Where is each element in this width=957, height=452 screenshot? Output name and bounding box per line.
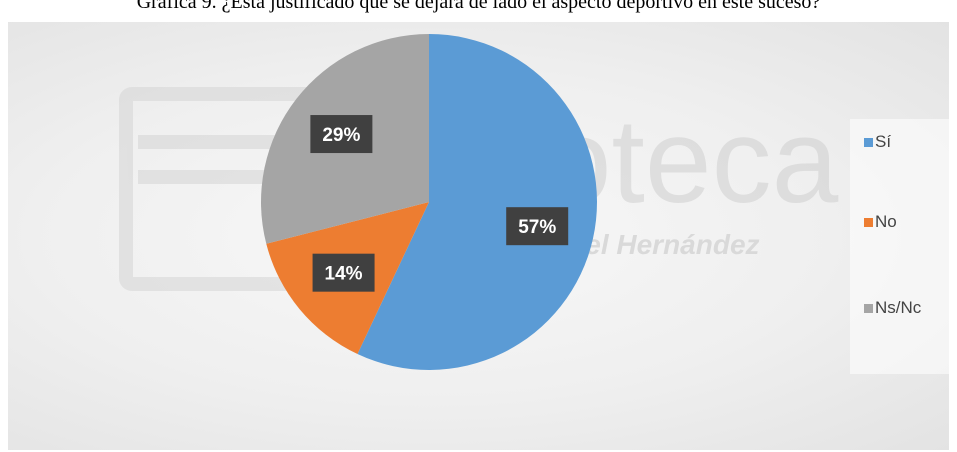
chart-caption: Gráfica 9. ¿Está justificado que se deja…	[0, 0, 957, 40]
data-label-3: 29%	[310, 115, 373, 154]
legend-label-nsnc: Ns/Nc	[875, 298, 922, 317]
legend-swatch-no	[864, 217, 873, 227]
legend-label-si: Sí	[875, 132, 892, 151]
data-label-2: 14%	[312, 253, 375, 292]
data-label-box	[506, 207, 569, 246]
data-label-box	[310, 115, 373, 154]
legend-item-no: No	[864, 210, 897, 234]
chart-area: Biblioteca UNIVERSITAS Miguel Hernández …	[8, 22, 949, 450]
legend-item-si: Sí	[864, 130, 891, 154]
legend-swatch-nsnc	[864, 303, 873, 313]
pie-slice-si	[357, 34, 597, 370]
legend	[850, 119, 949, 374]
pie-chart: 57% 14% 29%	[261, 34, 597, 370]
data-label-text: 29%	[322, 125, 360, 146]
legend-label-no: No	[875, 212, 897, 231]
data-label-1: 57%	[506, 207, 569, 246]
legend-item-nsnc: Ns/Nc	[864, 296, 921, 320]
data-label-text: 57%	[518, 217, 556, 238]
caption-text: Gráfica 9. ¿Está justificado que se deja…	[136, 0, 821, 13]
legend-swatch-si	[864, 137, 873, 147]
data-label-text: 14%	[325, 264, 363, 285]
data-label-box	[312, 253, 375, 292]
